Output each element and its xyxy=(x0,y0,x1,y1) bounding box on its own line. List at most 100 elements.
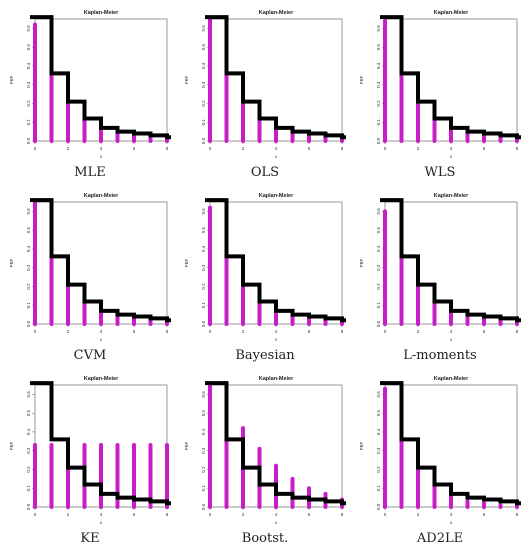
x-tick-label: 4 xyxy=(100,329,103,334)
panel-5: Kaplan-Meier 0.0 0.1 0.2 0.3 0.4 0.5 0.6 0 2 4 6 8 x P… xyxy=(180,188,350,371)
y-tick-label: 0.0 xyxy=(201,320,206,327)
x-tick-label: 8 xyxy=(516,329,519,334)
y-tick-label: 0.4 xyxy=(26,62,31,69)
kaplan-meier-step-line xyxy=(205,381,346,506)
y-tick-label: 0.1 xyxy=(26,302,31,309)
y-tick-label: 0.3 xyxy=(376,264,381,271)
x-tick-label: 2 xyxy=(417,329,420,334)
y-tick-label: 0.0 xyxy=(201,503,206,510)
y-tick-label: 0.6 xyxy=(376,25,381,32)
y-axis-label: PBF xyxy=(359,258,364,267)
y-tick-label: 0.4 xyxy=(376,62,381,69)
x-tick-label: 0 xyxy=(34,512,37,517)
x-tick-label: 0 xyxy=(209,146,212,151)
y-tick-label: 0.5 xyxy=(376,410,381,417)
y-tick-label: 0.1 xyxy=(376,485,381,492)
panel-1: Kaplan-Meier 0.0 0.1 0.2 0.3 0.4 0.5 0.6 0 2 4 6 8 x P… xyxy=(5,5,175,188)
y-tick-label: 0.6 xyxy=(26,208,31,215)
x-tick-label: 2 xyxy=(242,146,245,151)
y-axis-label: PBF xyxy=(184,258,189,267)
kaplan-meier-step-line xyxy=(30,381,171,506)
y-tick-label: 0.2 xyxy=(376,100,381,107)
x-tick-label: 6 xyxy=(308,512,311,517)
kaplan-meier-step-line xyxy=(205,198,346,323)
y-tick-label: 0.5 xyxy=(26,227,31,234)
kaplan-meier-step-line xyxy=(380,381,521,506)
kaplan-meier-chart: Kaplan-Meier 0.0 0.1 0.2 0.3 0.4 0.5 0.6 0 2 4 6 8 x P… xyxy=(9,10,171,159)
x-tick-label: 8 xyxy=(341,512,344,517)
x-axis-label: x xyxy=(450,337,453,342)
x-axis-label: x xyxy=(100,154,103,159)
y-axis-label: PBF xyxy=(9,258,14,267)
y-tick-label: 0.5 xyxy=(201,227,206,234)
chart-title: Kaplan-Meier xyxy=(259,10,294,16)
x-tick-label: 0 xyxy=(384,146,387,151)
method-caption: KE xyxy=(80,531,100,546)
y-tick-label: 0.4 xyxy=(201,245,206,252)
x-tick-label: 4 xyxy=(100,512,103,517)
y-tick-label: 0.2 xyxy=(201,100,206,107)
x-tick-label: 6 xyxy=(483,329,486,334)
y-tick-label: 0.0 xyxy=(26,503,31,510)
x-axis-label: x xyxy=(100,520,103,525)
x-axis-label: x xyxy=(275,520,278,525)
y-tick-label: 0.4 xyxy=(26,428,31,435)
y-tick-label: 0.3 xyxy=(201,264,206,271)
y-axis-label: PBF xyxy=(184,441,189,450)
kaplan-meier-step-line xyxy=(205,15,346,140)
y-tick-label: 0.1 xyxy=(376,119,381,126)
x-tick-label: 4 xyxy=(275,329,278,334)
y-tick-label: 0.6 xyxy=(26,391,31,398)
x-tick-label: 6 xyxy=(483,146,486,151)
method-caption: L-moments xyxy=(403,348,477,363)
y-tick-label: 0.3 xyxy=(376,447,381,454)
y-tick-label: 0.3 xyxy=(26,447,31,454)
x-tick-label: 2 xyxy=(67,329,70,334)
x-tick-label: 2 xyxy=(417,512,420,517)
x-tick-label: 8 xyxy=(516,512,519,517)
x-tick-label: 6 xyxy=(308,146,311,151)
x-tick-label: 4 xyxy=(450,146,453,151)
y-axis-label: PBF xyxy=(359,441,364,450)
kaplan-meier-step-line xyxy=(380,15,521,140)
chart-title: Kaplan-Meier xyxy=(434,193,469,199)
method-caption: OLS xyxy=(250,165,280,180)
x-tick-label: 4 xyxy=(275,146,278,151)
x-tick-label: 4 xyxy=(275,512,278,517)
y-tick-label: 0.2 xyxy=(26,100,31,107)
method-caption: Bootst. xyxy=(241,531,289,546)
kaplan-meier-chart: Kaplan-Meier 0.0 0.1 0.2 0.3 0.4 0.5 0.6 0 2 4 6 8 x P… xyxy=(9,376,171,525)
y-tick-label: 0.2 xyxy=(376,466,381,473)
y-tick-label: 0.6 xyxy=(201,391,206,398)
method-caption: MLE xyxy=(74,165,106,180)
y-tick-label: 0.2 xyxy=(201,283,206,290)
y-tick-label: 0.0 xyxy=(376,503,381,510)
panel-2: Kaplan-Meier 0.0 0.1 0.2 0.3 0.4 0.5 0.6 0 2 4 6 8 x P… xyxy=(180,5,350,188)
y-tick-label: 0.3 xyxy=(26,264,31,271)
y-tick-label: 0.0 xyxy=(376,320,381,327)
x-tick-label: 8 xyxy=(516,146,519,151)
x-tick-label: 6 xyxy=(483,512,486,517)
panel-3: Kaplan-Meier 0.0 0.1 0.2 0.3 0.4 0.5 0.6 0 2 4 6 8 x P… xyxy=(355,5,521,188)
chart-title: Kaplan-Meier xyxy=(84,10,119,16)
y-axis-label: PBF xyxy=(9,75,14,84)
y-tick-label: 0.5 xyxy=(201,44,206,51)
x-tick-label: 8 xyxy=(341,146,344,151)
y-tick-label: 0.2 xyxy=(26,466,31,473)
x-axis-label: x xyxy=(275,337,278,342)
y-tick-label: 0.3 xyxy=(376,81,381,88)
x-tick-label: 4 xyxy=(450,512,453,517)
x-axis-label: x xyxy=(450,154,453,159)
x-tick-label: 2 xyxy=(417,146,420,151)
method-caption: WLS xyxy=(424,165,456,180)
panel-8: Kaplan-Meier 0.0 0.1 0.2 0.3 0.4 0.5 0.6 0 2 4 6 8 x P… xyxy=(180,371,350,554)
x-tick-label: 2 xyxy=(242,329,245,334)
y-tick-label: 0.0 xyxy=(26,137,31,144)
x-axis-label: x xyxy=(450,520,453,525)
x-tick-label: 2 xyxy=(67,146,70,151)
x-axis-label: x xyxy=(100,337,103,342)
x-tick-label: 8 xyxy=(166,146,169,151)
y-tick-label: 0.2 xyxy=(201,466,206,473)
y-tick-label: 0.0 xyxy=(376,137,381,144)
